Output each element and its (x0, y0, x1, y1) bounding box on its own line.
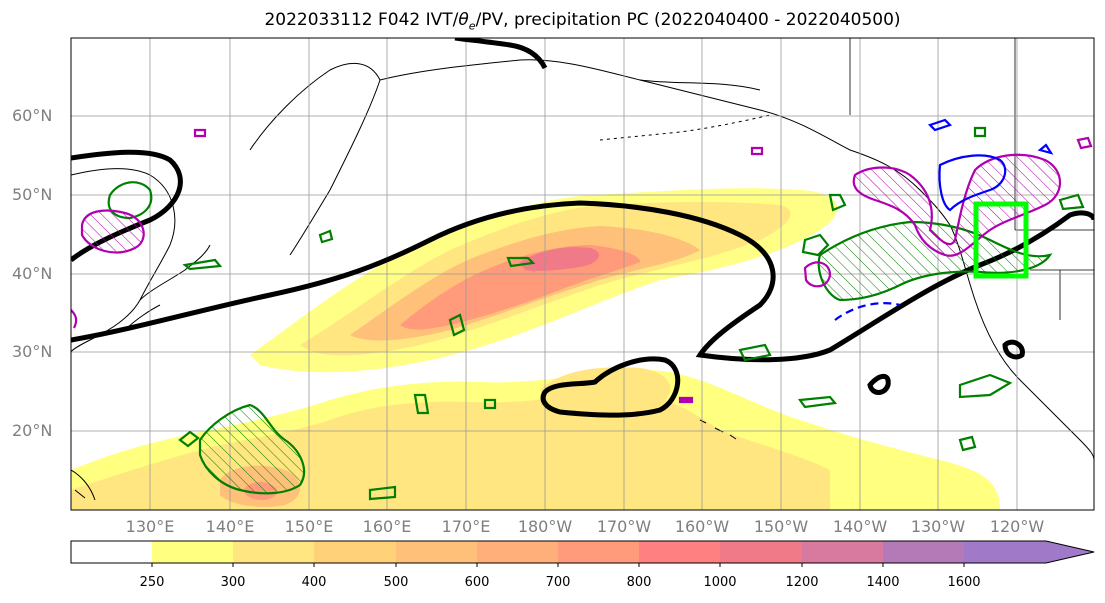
cbar-seg-9 (802, 541, 883, 563)
precip-blob3 (958, 373, 1013, 399)
neg-small1 (927, 118, 953, 132)
pv-nw (80, 209, 145, 254)
precip-blob11 (413, 393, 430, 415)
cbar-seg-11 (964, 541, 1094, 563)
pv-dot1 (193, 128, 207, 138)
cbar-seg-10 (883, 541, 964, 563)
ivt-band-1000 (520, 247, 600, 271)
aleutians (599, 114, 771, 141)
cbar-outline (70, 540, 1095, 564)
cbar-seg-3 (314, 541, 396, 563)
precip-blob1 (828, 193, 847, 212)
precip-blob12 (483, 398, 497, 410)
figure-title: 2022033112 F042 IVT/θe/PV, precipitation… (264, 10, 901, 33)
ivt-mid-blob (540, 367, 671, 417)
precip-blob13 (958, 435, 977, 452)
pv-contours (71, 128, 1093, 404)
map-border (70, 37, 1095, 511)
lat-label-50: 50°N (12, 185, 53, 204)
precip-blob16 (1058, 193, 1085, 211)
lon-label-160e: 160°E (362, 517, 412, 536)
lon-label-150w: 150°W (753, 517, 809, 536)
pv-dot4 (678, 396, 694, 404)
precip-blob14 (318, 229, 334, 244)
lon-label-170w: 170°W (596, 517, 652, 536)
precip-blob4 (798, 395, 838, 409)
neg-dashed (834, 302, 901, 321)
cbar-ticks (151, 563, 965, 567)
lon-label-170e: 170°E (441, 517, 491, 536)
cbar-seg-2 (233, 541, 314, 563)
precip-blob2 (801, 233, 830, 257)
na-west-coast (949, 224, 1094, 461)
cbar-tick-label: 600 (464, 575, 490, 590)
lat-label-60: 60°N (12, 106, 53, 125)
cbar-seg-7 (639, 541, 720, 563)
lat-label-40: 40°N (12, 264, 53, 283)
cbar-seg-0 (71, 541, 152, 563)
cbar-tick-label: 500 (383, 575, 409, 590)
cbar-tick-label: 700 (545, 575, 571, 590)
lon-label-130w: 130°W (910, 517, 966, 536)
lon-label-150e: 150°E (284, 517, 334, 536)
borders (849, 38, 1094, 320)
lon-label-140e: 140°E (205, 517, 255, 536)
siberia-coast (379, 59, 761, 91)
cbar-seg-6 (558, 541, 639, 563)
cbar-tick-label: 800 (626, 575, 652, 590)
cbar-tick-label: 1600 (947, 575, 981, 590)
cbar-seg-4 (396, 541, 477, 563)
lon-label-140w: 140°W (832, 517, 888, 536)
precip-blob9 (178, 430, 200, 448)
cbar-tick-label: 1000 (703, 575, 737, 590)
theta-top-contour (454, 38, 548, 70)
precip-west-pacific (198, 403, 306, 495)
precip-blob15 (973, 126, 987, 138)
precip-blob6 (506, 256, 536, 268)
lon-label-160w: 160°W (674, 517, 730, 536)
precip-blob10 (182, 258, 223, 271)
precip-east-region (817, 220, 1053, 302)
philippines (71, 469, 96, 501)
cbar-seg-8 (720, 541, 802, 563)
pv-east-main (852, 153, 1061, 257)
cbar-seg-1 (152, 541, 233, 563)
cbar-tick-label: 1400 (866, 575, 900, 590)
lon-label-180w: 180°W (517, 517, 573, 536)
theta-small-loop (867, 373, 891, 395)
kamchatka (249, 62, 381, 256)
precip-blob7 (448, 313, 466, 337)
target-box (973, 201, 1029, 279)
pv-edge (71, 309, 78, 329)
lon-label-120w: 120°W (989, 517, 1045, 536)
precip-blob8 (368, 485, 397, 501)
asia-coast (71, 168, 176, 353)
neg-coast (938, 154, 1007, 212)
theta-coast-loop (1002, 339, 1025, 360)
pv-dot3 (1076, 136, 1093, 150)
coastlines (71, 38, 1094, 501)
theta-closed-contour (540, 356, 681, 418)
colorbar (70, 540, 1095, 567)
precip-contours (107, 126, 1085, 501)
precip-blob5 (738, 343, 772, 362)
lat-label-30: 30°N (12, 342, 53, 361)
map-area (71, 38, 1094, 510)
lon-label-130e: 130°E (125, 517, 175, 536)
cbar-seg-5 (477, 541, 558, 563)
negative-contours (834, 118, 1054, 321)
pv-small-west (803, 261, 832, 288)
cbar-tick-label: 1200 (785, 575, 819, 590)
cbar-tick-label: 400 (301, 575, 327, 590)
neg-small2 (1037, 143, 1054, 155)
pv-dot2 (750, 146, 764, 156)
cbar-tick-label: 250 (139, 575, 165, 590)
lat-label-20: 20°N (12, 421, 53, 440)
cbar-tick-label: 300 (220, 575, 246, 590)
